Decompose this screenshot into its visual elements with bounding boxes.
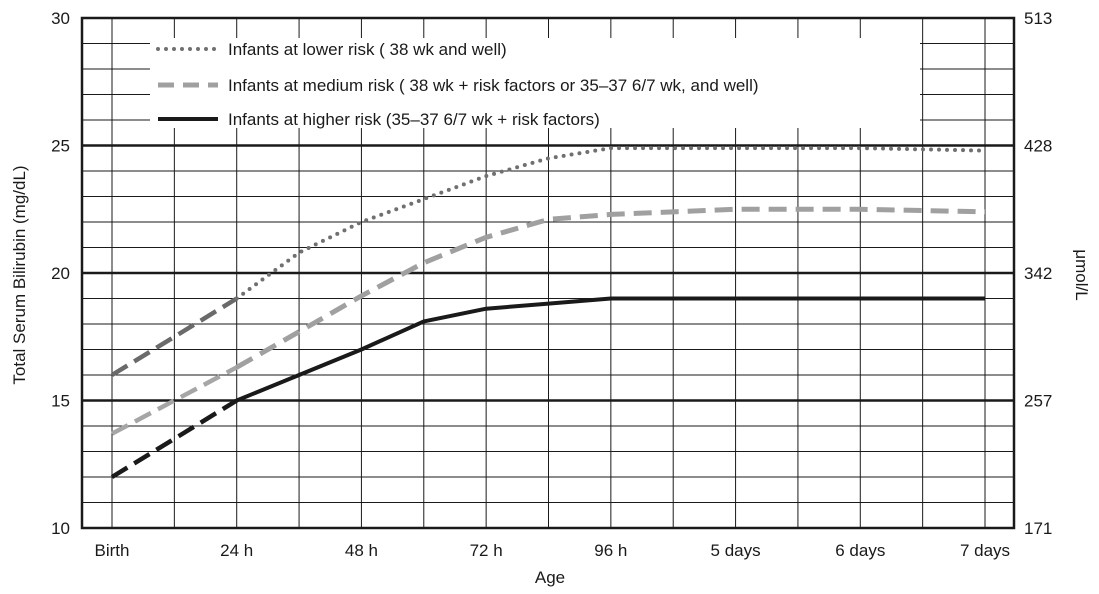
y-tick-label: 30: [51, 9, 70, 28]
x-tick-label: 7 days: [960, 541, 1010, 560]
x-axis-title: Age: [535, 568, 565, 587]
series-layer: [110, 146, 987, 479]
x-tick-label: 48 h: [345, 541, 378, 560]
series-line-early: [110, 365, 238, 436]
y-tick-label: 10: [51, 519, 70, 538]
tick-labels: Birth 24 h 48 h 72 h 96 h 5 days 6 days 7 days 1…: [51, 9, 1052, 560]
plot-frame: [80, 16, 1016, 530]
series-line-early: [110, 398, 238, 479]
x-tick-label: 24 h: [220, 541, 253, 560]
legend-label-higher-risk: Infants at higher risk (35–37 6/7 wk + r…: [228, 110, 600, 129]
x-tick-label: 5 days: [711, 541, 761, 560]
y2-tick-label: 428: [1024, 137, 1052, 156]
y-tick-label: 20: [51, 264, 70, 283]
series-2: [110, 296, 985, 479]
y-tick-label: 15: [51, 392, 70, 411]
x-tick-label: Birth: [95, 541, 130, 560]
legend-background: [150, 38, 920, 128]
legend-label-medium-risk: Infants at medium risk ( 38 wk + risk fa…: [228, 76, 759, 95]
x-tick-label: 96 h: [594, 541, 627, 560]
y2-axis-title: μmol/L: [1072, 249, 1091, 300]
series-1: [110, 206, 986, 436]
series-0: [110, 146, 987, 377]
series-line: [235, 296, 985, 403]
y2-tick-label: 342: [1024, 264, 1052, 283]
series-line-early: [110, 296, 238, 377]
y2-tick-label: 171: [1024, 519, 1052, 538]
series-line: [234, 146, 987, 301]
legend: Infants at lower risk ( 38 wk and well) …: [150, 38, 920, 129]
x-tick-label: 6 days: [835, 541, 885, 560]
series-line: [235, 206, 986, 370]
x-tick-label: 72 h: [470, 541, 503, 560]
y2-tick-label: 257: [1024, 392, 1052, 411]
y-axis-title: Total Serum Bilirubin (mg/dL): [10, 165, 29, 384]
y2-tick-label: 513: [1024, 9, 1052, 28]
y-tick-label: 25: [51, 137, 70, 156]
legend-label-lower-risk: Infants at lower risk ( 38 wk and well): [228, 40, 507, 59]
